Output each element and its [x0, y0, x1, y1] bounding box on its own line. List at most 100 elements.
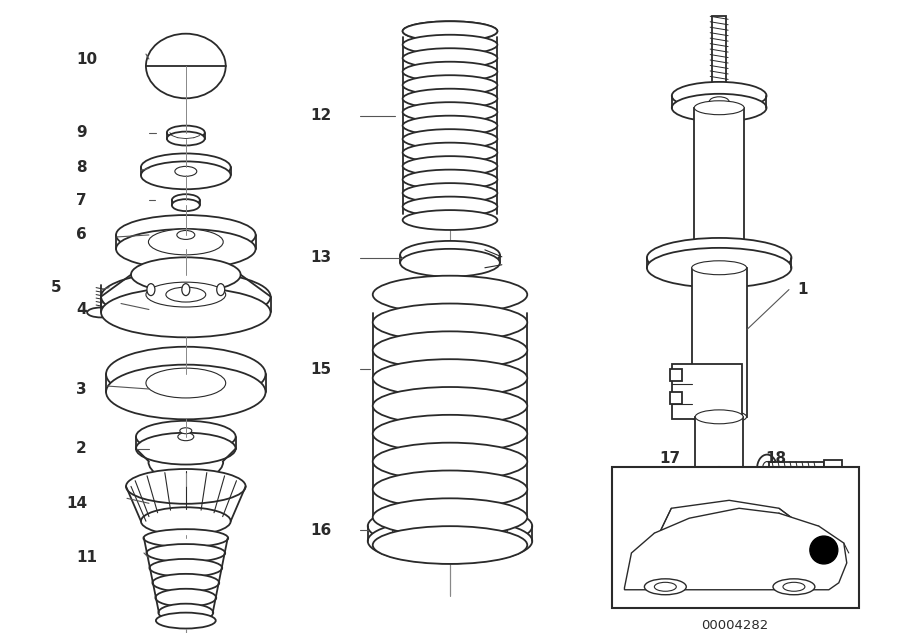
Ellipse shape [373, 443, 527, 481]
Bar [695, 417, 743, 474]
Ellipse shape [141, 154, 230, 181]
Ellipse shape [373, 359, 527, 397]
Bar [824, 460, 842, 478]
Ellipse shape [146, 282, 226, 307]
Bar [694, 108, 744, 250]
Bar [611, 467, 859, 608]
Ellipse shape [694, 101, 744, 115]
Ellipse shape [175, 166, 197, 177]
Ellipse shape [217, 284, 225, 295]
Ellipse shape [402, 129, 498, 149]
Ellipse shape [166, 287, 206, 302]
Ellipse shape [402, 48, 498, 68]
Ellipse shape [90, 309, 112, 316]
Text: 5: 5 [51, 280, 62, 295]
Ellipse shape [671, 82, 767, 110]
Ellipse shape [158, 604, 213, 622]
Text: 16: 16 [310, 523, 332, 538]
Ellipse shape [141, 507, 230, 535]
Ellipse shape [373, 498, 527, 536]
Ellipse shape [400, 249, 500, 277]
Text: 14: 14 [67, 496, 87, 511]
Ellipse shape [87, 307, 115, 318]
Ellipse shape [373, 276, 527, 314]
Text: 15: 15 [310, 361, 331, 377]
Text: 12: 12 [310, 108, 332, 123]
Ellipse shape [402, 21, 498, 41]
Ellipse shape [373, 526, 527, 564]
Text: 7: 7 [76, 192, 86, 208]
Ellipse shape [402, 183, 498, 203]
Ellipse shape [176, 231, 194, 239]
Text: 10: 10 [76, 51, 97, 67]
Ellipse shape [373, 387, 527, 425]
Text: 8: 8 [76, 160, 86, 175]
Text: 2: 2 [76, 441, 87, 456]
Text: 3: 3 [76, 382, 86, 396]
Ellipse shape [106, 347, 266, 401]
Ellipse shape [689, 469, 749, 507]
Text: 11: 11 [76, 551, 97, 565]
Ellipse shape [136, 432, 236, 465]
Ellipse shape [131, 257, 240, 292]
Ellipse shape [671, 94, 767, 122]
Ellipse shape [101, 272, 271, 321]
Ellipse shape [762, 462, 771, 476]
Ellipse shape [402, 35, 498, 55]
Ellipse shape [147, 284, 155, 295]
Ellipse shape [368, 519, 532, 563]
Ellipse shape [757, 455, 777, 483]
Ellipse shape [156, 589, 216, 606]
Ellipse shape [180, 428, 192, 434]
Ellipse shape [116, 215, 256, 255]
Ellipse shape [402, 116, 498, 135]
Ellipse shape [402, 170, 498, 189]
Ellipse shape [148, 229, 223, 255]
Ellipse shape [373, 471, 527, 508]
Ellipse shape [402, 102, 498, 122]
Ellipse shape [141, 161, 230, 189]
Ellipse shape [402, 210, 498, 230]
Ellipse shape [373, 331, 527, 369]
Ellipse shape [149, 559, 222, 577]
Ellipse shape [392, 515, 508, 547]
Text: 6: 6 [76, 227, 87, 243]
Ellipse shape [368, 504, 532, 549]
Text: 13: 13 [310, 250, 331, 265]
Ellipse shape [126, 469, 246, 504]
Ellipse shape [400, 241, 500, 269]
Ellipse shape [692, 261, 747, 275]
Bar [769, 462, 824, 476]
Ellipse shape [402, 156, 498, 176]
Bar [670, 369, 682, 381]
Ellipse shape [402, 143, 498, 163]
Ellipse shape [773, 579, 814, 595]
Text: 18: 18 [765, 451, 786, 466]
Ellipse shape [647, 248, 791, 288]
Ellipse shape [783, 582, 805, 591]
Ellipse shape [143, 529, 229, 547]
Ellipse shape [695, 410, 743, 424]
Text: 1: 1 [796, 282, 807, 297]
Ellipse shape [172, 199, 200, 211]
Ellipse shape [166, 126, 205, 140]
Ellipse shape [156, 613, 216, 629]
Ellipse shape [709, 97, 729, 107]
Bar [670, 392, 682, 404]
Ellipse shape [146, 34, 226, 98]
Ellipse shape [706, 478, 734, 498]
Ellipse shape [402, 21, 498, 41]
Polygon shape [625, 508, 847, 590]
Ellipse shape [136, 421, 236, 453]
Ellipse shape [692, 410, 747, 424]
Bar [672, 364, 742, 419]
Text: 17: 17 [660, 451, 680, 466]
Text: 00004282: 00004282 [701, 619, 769, 632]
Ellipse shape [402, 197, 498, 217]
Ellipse shape [402, 75, 498, 95]
Ellipse shape [116, 229, 256, 269]
Ellipse shape [178, 432, 194, 441]
Ellipse shape [146, 368, 226, 398]
Bar [712, 17, 726, 86]
Ellipse shape [695, 467, 743, 481]
